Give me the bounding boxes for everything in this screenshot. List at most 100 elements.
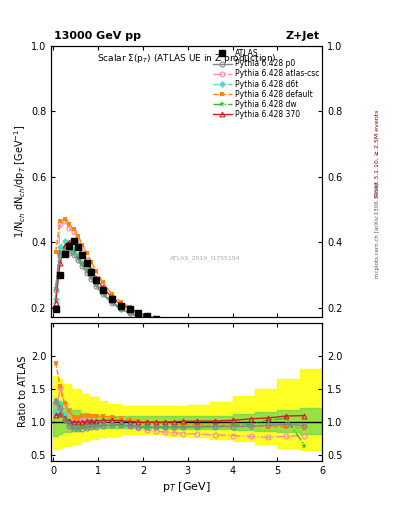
Pythia 6.428 dw xyxy=(118,306,123,312)
Pythia 6.428 d6t xyxy=(136,312,141,318)
Y-axis label: 1/N$_{ch}$ dN$_{ch}$/dp$_T$ [GeV$^{-1}$]: 1/N$_{ch}$ dN$_{ch}$/dp$_T$ [GeV$^{-1}$] xyxy=(12,125,28,239)
Pythia 6.428 p0 xyxy=(53,287,58,293)
Pythia 6.428 p0 xyxy=(75,257,80,263)
ATLAS xyxy=(94,277,98,283)
Line: Pythia 6.428 default: Pythia 6.428 default xyxy=(53,217,307,352)
Pythia 6.428 p0 xyxy=(118,306,123,312)
Line: Pythia 6.428 370: Pythia 6.428 370 xyxy=(53,238,307,347)
Pythia 6.428 dw xyxy=(266,339,271,345)
Pythia 6.428 atlas-csc xyxy=(154,323,159,329)
Legend: ATLAS, Pythia 6.428 p0, Pythia 6.428 atlas-csc, Pythia 6.428 d6t, Pythia 6.428 d: ATLAS, Pythia 6.428 p0, Pythia 6.428 atl… xyxy=(212,48,320,120)
Pythia 6.428 atlas-csc xyxy=(195,336,199,343)
Pythia 6.428 d6t xyxy=(172,325,177,331)
ATLAS xyxy=(109,296,114,303)
Pythia 6.428 p0 xyxy=(80,263,85,269)
Pythia 6.428 370 xyxy=(109,294,114,300)
Pythia 6.428 d6t xyxy=(302,345,307,351)
Line: Pythia 6.428 p0: Pythia 6.428 p0 xyxy=(53,248,307,351)
Pythia 6.428 370 xyxy=(172,322,177,328)
Pythia 6.428 atlas-csc xyxy=(118,305,123,311)
Pythia 6.428 atlas-csc xyxy=(136,315,141,321)
Pythia 6.428 atlas-csc xyxy=(71,229,76,236)
Pythia 6.428 default xyxy=(58,218,62,224)
Pythia 6.428 dw xyxy=(62,244,67,250)
Pythia 6.428 atlas-csc xyxy=(181,333,185,339)
Pythia 6.428 dw xyxy=(136,313,141,319)
ATLAS xyxy=(127,306,132,312)
ATLAS xyxy=(58,272,62,278)
Text: ATLAS_2019_I1755154: ATLAS_2019_I1755154 xyxy=(170,255,241,261)
Pythia 6.428 default xyxy=(195,331,199,337)
Pythia 6.428 d6t xyxy=(100,289,105,295)
Pythia 6.428 d6t xyxy=(71,246,76,252)
Pythia 6.428 370 xyxy=(80,252,85,259)
Pythia 6.428 370 xyxy=(67,239,72,245)
Pythia 6.428 atlas-csc xyxy=(62,218,67,224)
Pythia 6.428 d6t xyxy=(145,316,150,322)
ATLAS xyxy=(71,238,76,244)
Pythia 6.428 d6t xyxy=(266,341,271,347)
Pythia 6.428 370 xyxy=(302,341,307,347)
Pythia 6.428 dw xyxy=(195,332,199,338)
Pythia 6.428 d6t xyxy=(75,252,80,259)
Text: mcplots.cern.ch [arXiv:1306.3436]: mcplots.cern.ch [arXiv:1306.3436] xyxy=(375,183,380,278)
Pythia 6.428 dw xyxy=(100,290,105,296)
Text: Scalar Σ(p$_T$) (ATLAS UE in Z production): Scalar Σ(p$_T$) (ATLAS UE in Z productio… xyxy=(97,52,277,65)
ATLAS xyxy=(154,316,159,322)
Pythia 6.428 370 xyxy=(75,244,80,250)
Pythia 6.428 dw xyxy=(89,274,94,281)
ATLAS xyxy=(67,243,72,249)
Pythia 6.428 p0 xyxy=(266,341,271,347)
Pythia 6.428 370 xyxy=(136,309,141,315)
Pythia 6.428 dw xyxy=(302,353,307,359)
Line: Pythia 6.428 d6t: Pythia 6.428 d6t xyxy=(53,238,307,351)
Pythia 6.428 atlas-csc xyxy=(109,298,114,304)
Pythia 6.428 dw xyxy=(53,285,58,291)
ATLAS xyxy=(230,336,235,342)
ATLAS xyxy=(84,261,89,267)
Text: Rivet 3.1.10, ≥ 2.5M events: Rivet 3.1.10, ≥ 2.5M events xyxy=(375,110,380,197)
Pythia 6.428 dw xyxy=(71,249,76,255)
Pythia 6.428 d6t xyxy=(212,334,217,340)
Pythia 6.428 p0 xyxy=(163,323,168,329)
Pythia 6.428 370 xyxy=(89,267,94,273)
Pythia 6.428 370 xyxy=(84,259,89,265)
Text: 13000 GeV pp: 13000 GeV pp xyxy=(54,31,141,40)
Pythia 6.428 dw xyxy=(172,326,177,332)
Pythia 6.428 p0 xyxy=(94,283,98,289)
Pythia 6.428 p0 xyxy=(145,317,150,323)
Pythia 6.428 default xyxy=(212,334,217,340)
Pythia 6.428 dw xyxy=(212,335,217,341)
Text: Z+Jet: Z+Jet xyxy=(285,31,320,40)
Pythia 6.428 default xyxy=(75,233,80,240)
Pythia 6.428 atlas-csc xyxy=(58,221,62,227)
Pythia 6.428 atlas-csc xyxy=(172,330,177,336)
Pythia 6.428 p0 xyxy=(58,250,62,257)
Pythia 6.428 dw xyxy=(284,340,289,347)
ATLAS xyxy=(284,342,289,348)
Pythia 6.428 p0 xyxy=(248,340,253,346)
Pythia 6.428 d6t xyxy=(284,343,289,349)
Pythia 6.428 atlas-csc xyxy=(302,349,307,355)
ATLAS xyxy=(100,287,105,293)
Pythia 6.428 p0 xyxy=(136,314,141,320)
Pythia 6.428 atlas-csc xyxy=(284,348,289,354)
Pythia 6.428 370 xyxy=(71,238,76,244)
Pythia 6.428 dw xyxy=(163,323,168,329)
Pythia 6.428 p0 xyxy=(230,338,235,344)
ATLAS xyxy=(118,303,123,309)
Pythia 6.428 p0 xyxy=(212,335,217,341)
Pythia 6.428 d6t xyxy=(163,322,168,328)
Pythia 6.428 p0 xyxy=(109,300,114,306)
Pythia 6.428 atlas-csc xyxy=(89,267,94,273)
Pythia 6.428 atlas-csc xyxy=(266,347,271,353)
Pythia 6.428 p0 xyxy=(100,291,105,297)
Pythia 6.428 atlas-csc xyxy=(75,238,80,244)
Pythia 6.428 d6t xyxy=(53,296,58,303)
Pythia 6.428 p0 xyxy=(127,310,132,316)
ATLAS xyxy=(80,252,85,259)
Pythia 6.428 default xyxy=(248,339,253,346)
Pythia 6.428 p0 xyxy=(284,343,289,349)
Pythia 6.428 atlas-csc xyxy=(163,327,168,333)
Pythia 6.428 370 xyxy=(94,275,98,281)
